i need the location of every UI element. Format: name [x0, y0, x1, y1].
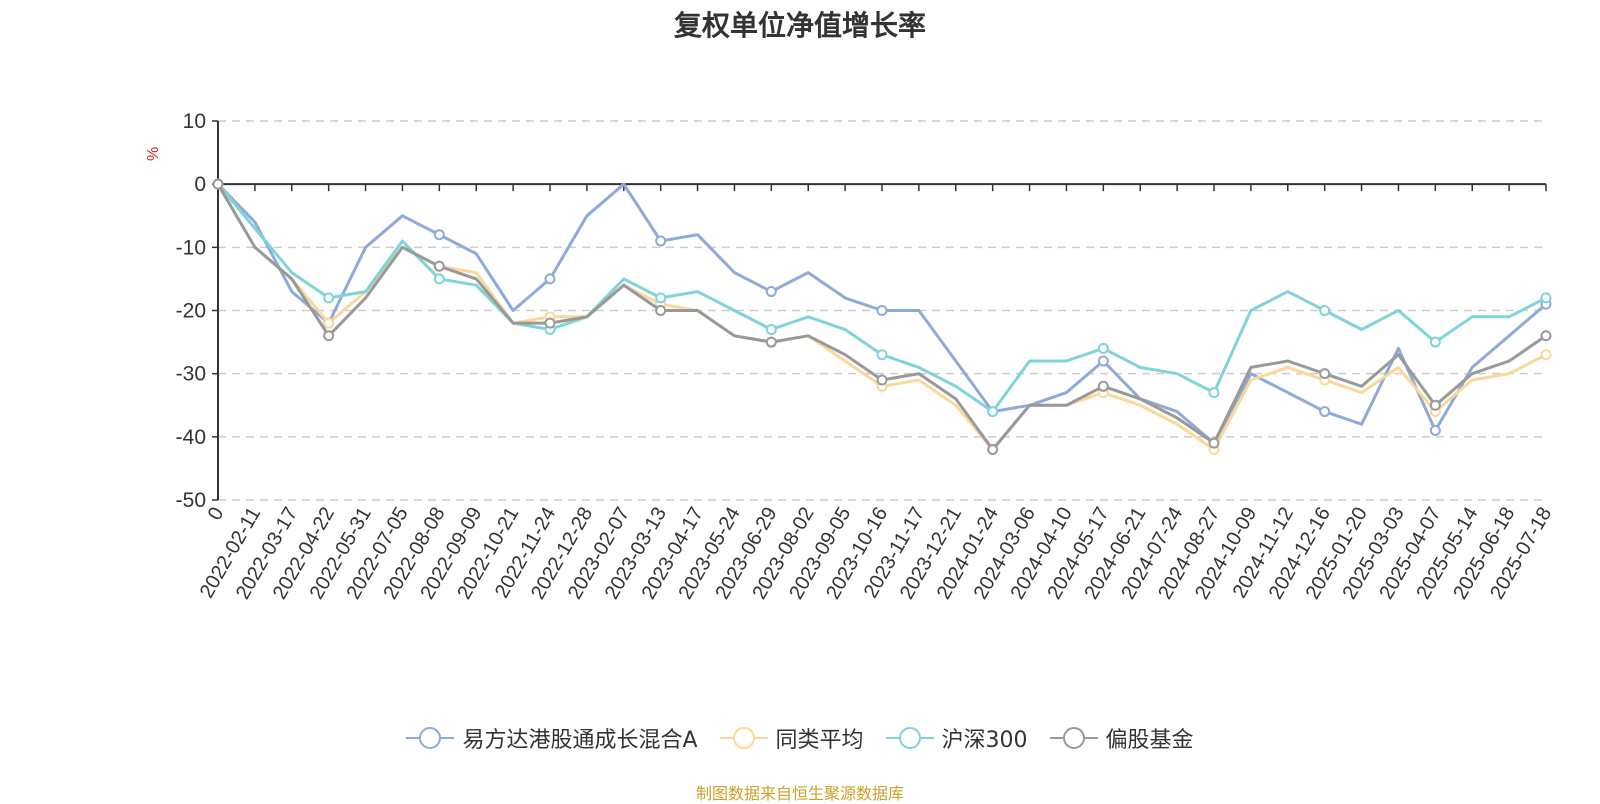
data-point [212, 178, 224, 190]
legend-label: 偏股基金 [1105, 728, 1194, 753]
data-point [876, 374, 888, 386]
legend-item[interactable]: 易方达港股通成长混合A [406, 722, 698, 754]
data-point [433, 260, 445, 272]
y-tick-label: -50 [176, 489, 206, 512]
data-point [1097, 380, 1109, 392]
data-point [765, 286, 777, 298]
y-tick-label: -30 [176, 363, 206, 386]
data-point [1540, 349, 1552, 361]
data-point [765, 323, 777, 335]
data-point [1429, 336, 1441, 348]
data-point [655, 292, 667, 304]
data-point [1208, 437, 1220, 449]
data-point [433, 273, 445, 285]
data-point [876, 305, 888, 316]
data-point [1319, 305, 1331, 316]
data-point [1097, 355, 1109, 367]
data-point [1319, 406, 1331, 418]
data-point [765, 336, 777, 348]
data-point [1097, 342, 1109, 354]
data-point [1319, 368, 1331, 380]
legend-marker-icon [406, 727, 455, 749]
y-tick-label: -20 [176, 300, 206, 323]
data-point [1540, 292, 1552, 304]
data-point [655, 235, 667, 247]
data-point [433, 229, 445, 241]
y-tick-label: 0 [194, 173, 206, 196]
data-point [987, 406, 999, 418]
data-point [544, 317, 556, 329]
legend-marker-icon [719, 727, 768, 749]
y-axis-unit-label: % [145, 147, 162, 161]
legend-label: 易方达港股通成长混合A [462, 728, 698, 753]
data-point [987, 443, 999, 455]
series-lines [212, 178, 1552, 455]
data-point [1429, 425, 1441, 437]
legend-label: 同类平均 [775, 728, 864, 753]
legend-item[interactable]: 同类平均 [719, 722, 864, 754]
data-point [544, 273, 556, 285]
data-point [876, 349, 888, 361]
data-point [1208, 387, 1220, 399]
data-point [1540, 330, 1552, 342]
legend-item[interactable]: 偏股基金 [1049, 722, 1194, 754]
y-tick-label: 10 [183, 110, 206, 133]
legend-label: 沪深300 [941, 728, 1028, 753]
y-tick-label: -40 [176, 426, 206, 449]
chart-title: 复权单位净值增长率 [673, 9, 926, 42]
legend-item[interactable]: 沪深300 [885, 722, 1028, 754]
data-point [655, 305, 667, 316]
source-note: 制图数据来自恒生聚源数据库 [695, 784, 904, 803]
data-point [323, 292, 335, 304]
data-point [1429, 399, 1441, 411]
data-point [323, 317, 335, 329]
axes: 100-10-20-30-40-5002022-02-112022-03-172… [176, 110, 1557, 603]
legend-marker-icon [885, 727, 934, 749]
x-tick-label: 0 [204, 504, 229, 525]
data-point [323, 330, 335, 342]
legend-marker-icon [1049, 727, 1098, 749]
y-tick-label: -10 [176, 236, 206, 259]
legend[interactable]: 易方达港股通成长混合A 同类平均 沪深300 偏股基金 [0, 722, 1600, 754]
